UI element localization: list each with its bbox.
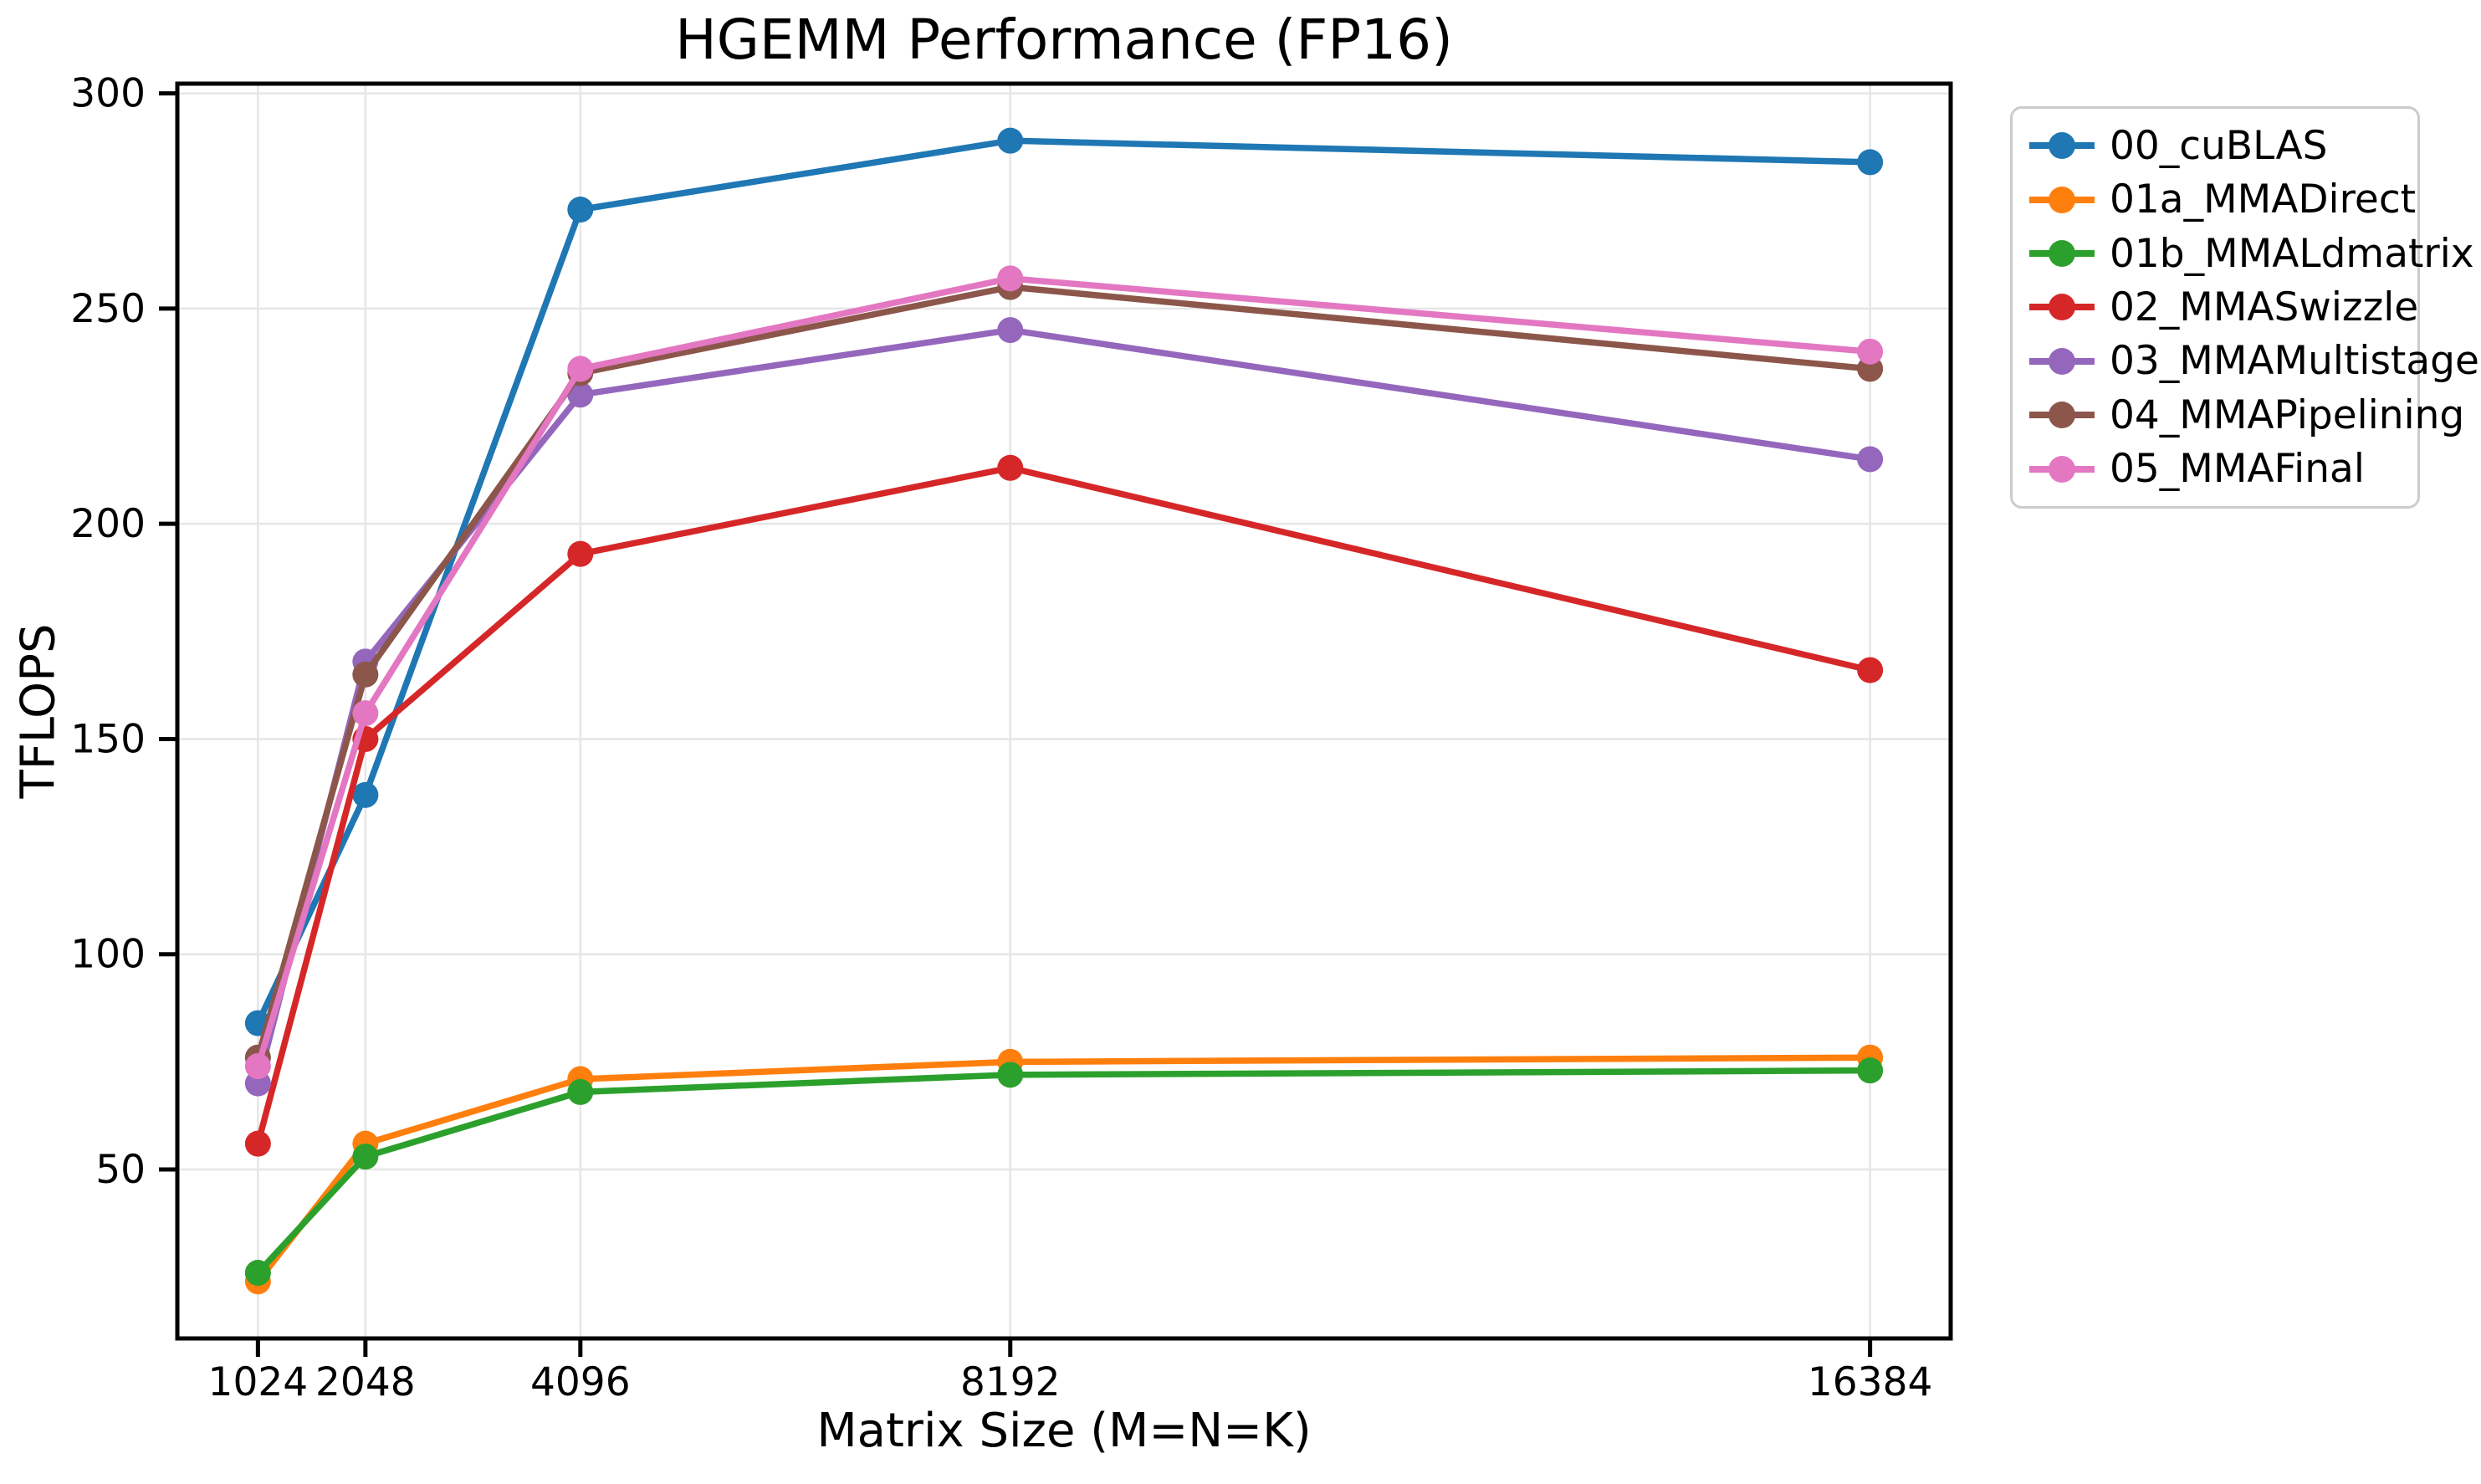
series-marker-01b_MMALdmatrix (352, 1144, 379, 1170)
series-marker-01b_MMALdmatrix (567, 1078, 594, 1105)
series-line-05_MMAFinal (254, 275, 1874, 1070)
y-tick-label: 200 (70, 501, 146, 547)
series-marker-05_MMAFinal (997, 265, 1024, 292)
series-marker-01b_MMALdmatrix (244, 1260, 271, 1287)
y-tick-label: 100 (70, 932, 146, 978)
x-tick-label: 2048 (315, 1359, 416, 1405)
legend-item-02_MMASwizzle: 02_MMASwizzle (2026, 281, 2419, 333)
y-tick-label: 50 (95, 1147, 146, 1193)
legend-marker-icon (2049, 186, 2075, 213)
series-line-00_cuBLAS (254, 137, 1874, 1026)
legend-label: 00_cuBLAS (2110, 122, 2328, 169)
series-marker-01b_MMALdmatrix (1857, 1057, 1884, 1084)
series-marker-03_MMAMultistage (997, 317, 1024, 344)
y-tick-label: 300 (70, 71, 146, 117)
series-marker-02_MMASwizzle (1857, 657, 1884, 683)
series-marker-02_MMASwizzle (567, 540, 594, 567)
y-tick-label: 150 (70, 716, 146, 762)
series-marker-03_MMAMultistage (1857, 446, 1884, 473)
x-tick-label: 1024 (208, 1359, 309, 1405)
series-line-03_MMAMultistage (254, 326, 1874, 1087)
legend-item-03_MMAMultistage: 03_MMAMultistage (2026, 335, 2479, 387)
legend-marker-icon (2049, 455, 2075, 483)
legend-label: 02_MMASwizzle (2110, 284, 2419, 330)
series-line-04_MMAPipelining (254, 284, 1874, 1061)
legend-line-sample-02_MMASwizzle (2029, 294, 2095, 321)
series-marker-01b_MMALdmatrix (997, 1062, 1024, 1088)
legend-line-sample-00_cuBLAS (2029, 132, 2095, 160)
legend-line-sample-03_MMAMultistage (2029, 347, 2095, 375)
series-marker-03_MMAMultistage (567, 381, 594, 408)
series-marker-00_cuBLAS (352, 781, 379, 808)
legend-item-05_MMAFinal: 05_MMAFinal (2026, 443, 2417, 495)
legend-line-sample-01a_MMADirect (2029, 186, 2095, 213)
series-marker-05_MMAFinal (244, 1053, 271, 1080)
legend-label: 04_MMAPipelining (2110, 391, 2465, 438)
legend-label: 03_MMAMultistage (2110, 338, 2479, 385)
series-marker-05_MMAFinal (567, 356, 594, 382)
legend-label: 05_MMAFinal (2110, 446, 2365, 493)
series-line-02_MMASwizzle (254, 464, 1874, 1147)
series-marker-05_MMAFinal (352, 700, 379, 727)
legend-item-01a_MMADirect: 01a_MMADirect (2026, 174, 2417, 226)
x-tick-label: 8192 (960, 1359, 1061, 1405)
legend-line-sample-04_MMAPipelining (2029, 402, 2095, 429)
legend-marker-icon (2049, 294, 2075, 321)
legend-marker-icon (2049, 132, 2075, 160)
series-marker-00_cuBLAS (997, 127, 1024, 154)
legend-item-00_cuBLAS: 00_cuBLAS (2026, 120, 2417, 171)
x-tick-label: 16384 (1808, 1359, 1933, 1405)
legend-marker-icon (2049, 347, 2075, 375)
legend-item-01b_MMALdmatrix: 01b_MMALdmatrix (2026, 228, 2474, 279)
axes-frame (175, 81, 1953, 1341)
series-marker-02_MMASwizzle (244, 1130, 271, 1157)
series-marker-05_MMAFinal (1857, 338, 1884, 365)
series-marker-00_cuBLAS (567, 197, 594, 223)
legend-label: 01b_MMALdmatrix (2110, 230, 2474, 277)
x-tick-label: 4096 (530, 1359, 631, 1405)
legend-line-sample-01b_MMALdmatrix (2029, 240, 2095, 268)
legend: 00_cuBLAS 01a_MMADirect 01b_MMALdmatrix 02_… (2010, 106, 2479, 509)
legend-marker-icon (2049, 402, 2075, 429)
legend-line-sample-05_MMAFinal (2029, 455, 2095, 483)
series-marker-00_cuBLAS (1857, 149, 1884, 176)
series-marker-04_MMAPipelining (352, 661, 379, 688)
chart-title: HGEMM Performance (FP16) (675, 8, 1453, 72)
legend-label: 01a_MMADirect (2110, 177, 2417, 223)
legend-item-04_MMAPipelining: 04_MMAPipelining (2026, 389, 2464, 441)
x-axis-label: Matrix Size (M=N=K) (816, 1404, 1312, 1458)
y-tick-label: 250 (70, 286, 146, 332)
series-marker-02_MMASwizzle (997, 454, 1024, 481)
legend-marker-icon (2049, 240, 2075, 268)
